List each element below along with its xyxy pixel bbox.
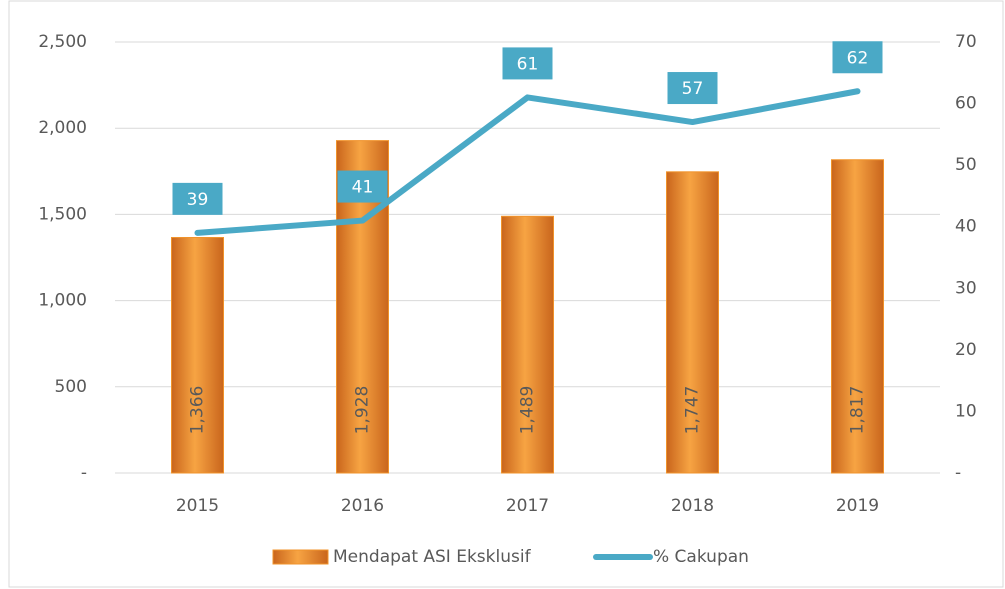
y2-tick-label: 40 <box>955 217 977 237</box>
data-label: 57 <box>682 79 704 99</box>
y2-tick-label: 30 <box>955 278 977 298</box>
y2-tick-label: 60 <box>955 94 977 114</box>
data-label: 39 <box>187 190 209 210</box>
bar-value-label: 1,928 <box>353 386 373 435</box>
data-label: 61 <box>517 54 539 74</box>
data-label-box <box>667 72 718 105</box>
bar <box>666 171 719 474</box>
data-label: 62 <box>847 48 869 68</box>
bar-value-label: 1,747 <box>683 386 703 435</box>
data-label-box <box>337 170 388 203</box>
y2-tick-label: 10 <box>955 401 977 421</box>
data-label-box <box>172 182 223 215</box>
x-tick-label: 2016 <box>341 496 384 516</box>
bar-value-label: 1,366 <box>188 386 208 435</box>
line <box>194 88 861 236</box>
y-tick-label: 1,500 <box>38 204 87 224</box>
y-tick-label: 500 <box>55 377 87 397</box>
y-tick-label: 2,500 <box>38 32 87 52</box>
x-tick-label: 2018 <box>671 496 714 516</box>
y-tick-label: 1,000 <box>38 291 87 311</box>
y-tick-label: 2,000 <box>38 118 87 138</box>
bar <box>831 159 884 474</box>
y2-tick-label: 70 <box>955 32 977 52</box>
y2-tick-label: 50 <box>955 155 977 175</box>
bar <box>501 215 554 474</box>
x-tick-label: 2017 <box>506 496 549 516</box>
x-tick-label: 2019 <box>836 496 879 516</box>
legend-label: % Cakupan <box>653 547 749 567</box>
x-tick-label: 2015 <box>176 496 219 516</box>
bar-value-label: 1,489 <box>518 386 538 435</box>
y2-tick-label: - <box>955 463 961 483</box>
data-label-box <box>832 41 883 74</box>
data-label: 41 <box>352 178 374 198</box>
bar-value-label: 1,817 <box>848 386 868 435</box>
legend-swatch <box>272 549 329 565</box>
data-label-box <box>502 47 553 80</box>
y2-tick-label: 20 <box>955 340 977 360</box>
bar <box>171 237 224 474</box>
y-tick-label: - <box>81 463 87 483</box>
legend-label: Mendapat ASI Eksklusif <box>333 547 532 567</box>
